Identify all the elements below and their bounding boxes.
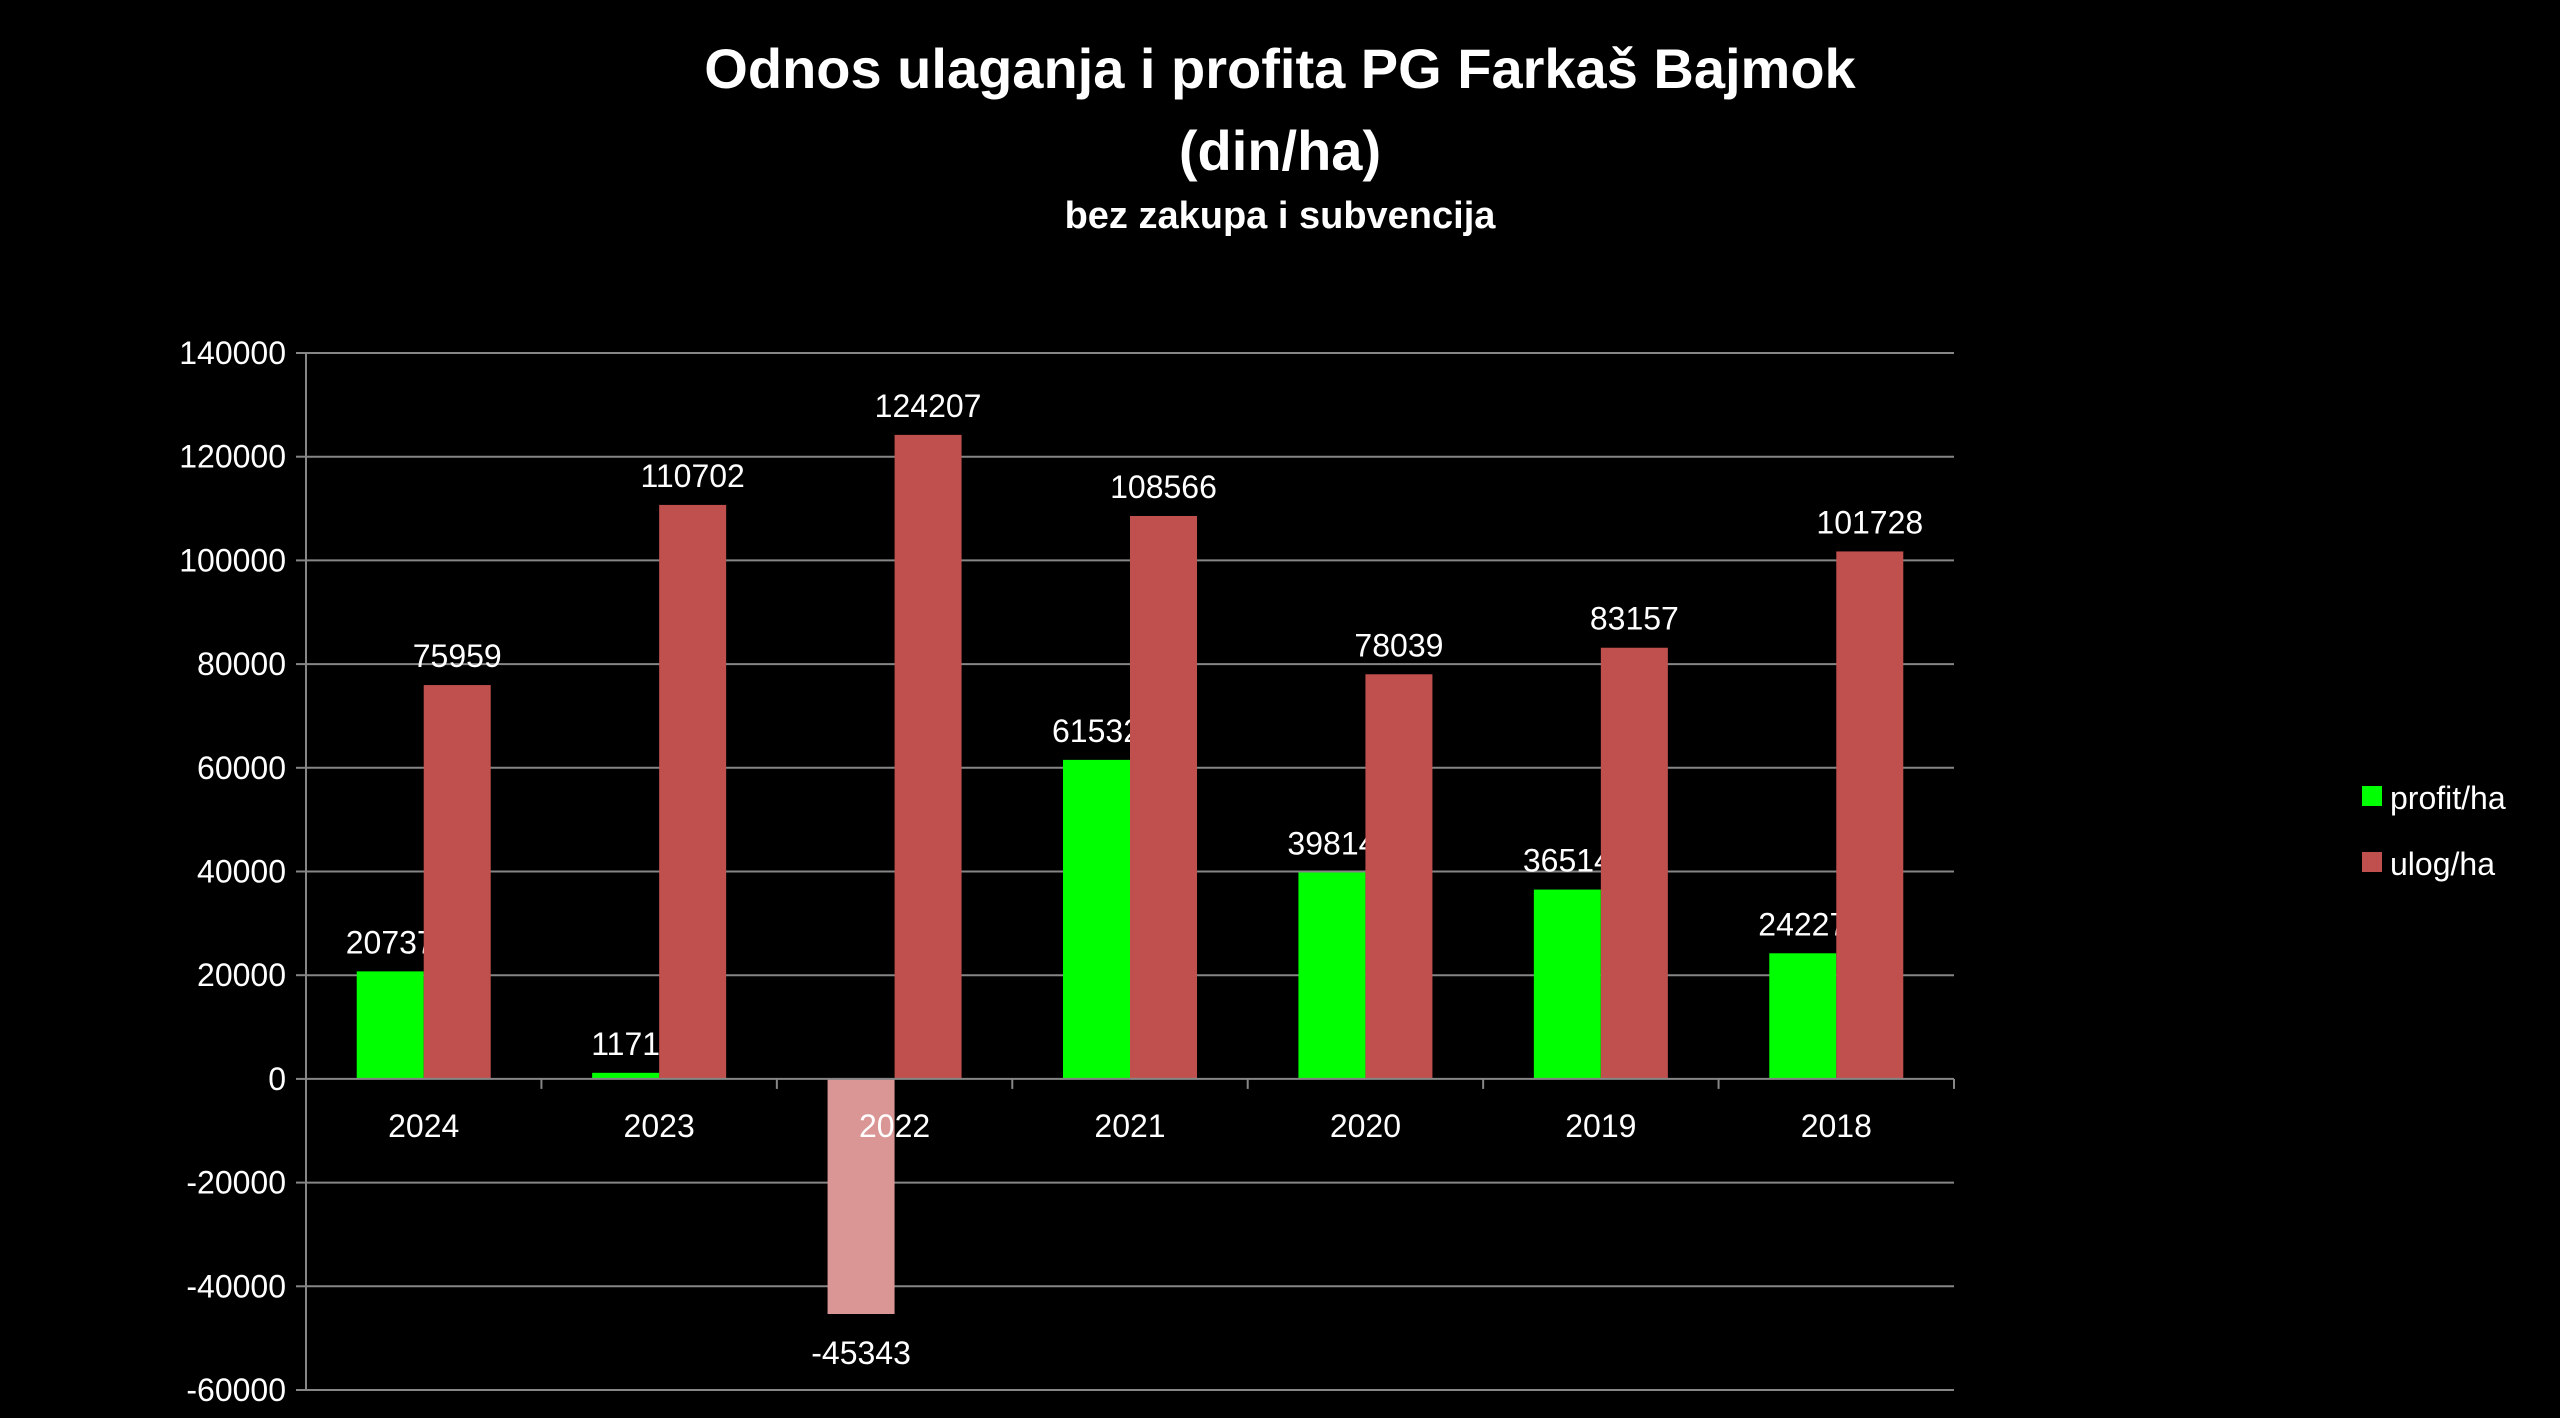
data-label: 39814: [1287, 825, 1376, 861]
x-tick-label-2022: 2022: [859, 1108, 930, 1144]
legend: profit/ha ulog/ha: [2362, 780, 2506, 882]
chart-title-line1: Odnos ulaganja i profita PG Farkaš Bajmo…: [704, 37, 1856, 100]
data-label: 101728: [1816, 504, 1923, 540]
x-tick-label-2024: 2024: [388, 1108, 459, 1144]
bar-ulog-ha-2023: [659, 504, 727, 1079]
bar-profit-ha-2023: [592, 1072, 660, 1079]
y-tick-label: 0: [268, 1061, 286, 1097]
x-tick-label-2023: 2023: [624, 1108, 695, 1144]
y-tick-label: -60000: [186, 1372, 286, 1408]
bar-ulog-ha-2019: [1600, 647, 1668, 1079]
data-label: 110702: [640, 458, 744, 494]
y-tick-label: -40000: [186, 1268, 286, 1304]
data-label: 124207: [875, 388, 982, 424]
bar-profit-ha-2018: [1769, 953, 1837, 1079]
bar-ulog-ha-2020: [1365, 674, 1433, 1079]
chart-subtitle: bez zakupa i subvencija: [1065, 195, 1497, 237]
bar-profit-ha-2020: [1298, 872, 1366, 1079]
y-tick-label: -20000: [186, 1165, 286, 1201]
x-tick-label-2019: 2019: [1565, 1108, 1636, 1144]
data-label: 108566: [1110, 469, 1217, 505]
y-tick-label: 140000: [179, 335, 286, 371]
bar-profit-ha-2019: [1533, 889, 1601, 1079]
chart-title-line2: (din/ha): [1179, 119, 1381, 182]
bar-profit-ha-2024: [356, 971, 424, 1079]
x-tick-label-2018: 2018: [1801, 1108, 1872, 1144]
data-label: 24227: [1758, 906, 1847, 942]
data-label: 20737: [346, 924, 435, 960]
x-tick-label-2021: 2021: [1094, 1108, 1165, 1144]
y-tick-label: 100000: [179, 542, 286, 578]
legend-swatch-ulog-ha: [2362, 852, 2382, 872]
data-label: 36514: [1523, 843, 1612, 879]
data-label: 78039: [1354, 627, 1443, 663]
bar-ulog-ha-2021: [1130, 515, 1197, 1079]
legend-label-ulog-ha: ulog/ha: [2390, 846, 2495, 882]
legend-label-profit-ha: profit/ha: [2390, 780, 2506, 816]
data-label: 75959: [413, 638, 502, 674]
data-label: 61532: [1052, 713, 1141, 749]
y-tick-label: 40000: [197, 854, 286, 890]
bar-profit-ha-2021: [1063, 759, 1130, 1079]
y-tick-label: 60000: [197, 750, 286, 786]
bar-ulog-ha-2018: [1836, 551, 1904, 1079]
bar-profit-ha-2022: [827, 1078, 895, 1315]
bar-ulog-ha-2022: [894, 434, 962, 1079]
y-tick-label: 80000: [197, 646, 286, 682]
data-label: 1171: [591, 1026, 660, 1062]
y-tick-label: 20000: [197, 957, 286, 993]
data-label: 83157: [1590, 601, 1679, 637]
legend-swatch-profit-ha: [2362, 786, 2382, 806]
bar-ulog-ha-2024: [423, 685, 491, 1079]
plot-area: 140000 120000 100000 80000 60000 40000 20000 0 -…: [179, 335, 1955, 1408]
x-tick-label-2020: 2020: [1330, 1108, 1401, 1144]
y-tick-label: 120000: [179, 439, 286, 475]
data-label: -45343: [811, 1335, 911, 1371]
